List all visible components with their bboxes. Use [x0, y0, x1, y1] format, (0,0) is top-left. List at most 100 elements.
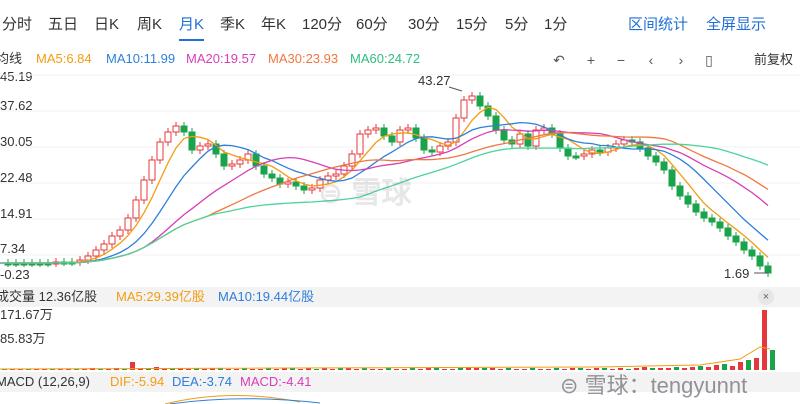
candle-body [476, 95, 484, 107]
tab-weekly-k[interactable]: 周K [137, 16, 163, 33]
candle-style-icon[interactable]: ▯ [705, 52, 713, 68]
user-watermark: ⊜ 雪球：tengyunnt [560, 368, 747, 400]
candle-body [420, 137, 428, 151]
candle-body [220, 153, 228, 167]
volume-chart [0, 310, 775, 370]
zoom-out-icon[interactable]: − [616, 52, 626, 68]
candle-body [140, 179, 148, 201]
tab-monthly-k[interactable]: 月K [179, 14, 205, 41]
tab-5min[interactable]: 5分 [505, 16, 529, 33]
candle-body [756, 255, 764, 267]
volume-bar [34, 369, 39, 370]
volume-bar [434, 368, 439, 370]
tab-5day[interactable]: 五日 [48, 16, 79, 33]
volume-bar [106, 369, 111, 370]
candlestick-chart[interactable]: 43.27 1.69 [0, 70, 800, 286]
tab-yearly-k[interactable]: 年K [261, 16, 287, 33]
volume-bar [522, 369, 527, 370]
period-tab-bar: 分时 五日 日K 周K 月K 季K 年K 120分 60分 30分 15分 5分… [0, 0, 800, 44]
tab-intraday[interactable]: 分时 [2, 16, 33, 33]
volume-axis-label: 85.83万 [0, 331, 46, 346]
candle-body [684, 195, 692, 205]
candle-body [668, 169, 676, 187]
candle-body [764, 265, 772, 274]
volume-bar [418, 369, 423, 370]
volume-bar [482, 368, 487, 370]
volume-bar [298, 369, 303, 370]
tab-60min[interactable]: 60分 [356, 16, 388, 33]
volume-bar [402, 369, 407, 370]
volume-bar [378, 369, 383, 370]
volume-bar [266, 368, 271, 370]
tab-15min[interactable]: 15分 [456, 16, 488, 33]
volume-bar [18, 369, 23, 370]
close-volume-icon[interactable]: × [758, 289, 774, 305]
ma30-value: MA30:23.93 [268, 51, 339, 66]
volume-bar [538, 369, 543, 370]
candle-body [700, 211, 708, 219]
tab-1min[interactable]: 1分 [544, 16, 568, 33]
candle-body [228, 163, 236, 167]
watermark-user-text: 雪球：tengyunnt [584, 373, 748, 398]
volume-bar [250, 369, 255, 370]
price-adjust-selector[interactable]: 前复权 [754, 52, 794, 67]
ma20-value: MA20:19.57 [186, 51, 257, 66]
macd-dif: DIF:-5.94 [110, 374, 165, 389]
volume-bar [754, 358, 759, 370]
volume-bar [314, 369, 319, 370]
volume-bar [330, 369, 335, 370]
volume-bar [626, 369, 631, 370]
candle-body [156, 141, 164, 161]
interval-stats-link[interactable]: 区间统计 [628, 16, 689, 33]
volume-bar [594, 368, 599, 370]
low-price-annotation: 1.69 [724, 266, 749, 281]
candle-body [284, 181, 292, 185]
price-axis-label: -0.23 [0, 267, 30, 282]
tab-daily-k[interactable]: 日K [94, 16, 120, 33]
candle-body [404, 127, 412, 131]
volume-bar [82, 369, 87, 370]
volume-axis-label: 171.67万 [0, 307, 53, 322]
candle-body [100, 243, 108, 251]
volume-bar [442, 369, 447, 370]
scroll-right-icon[interactable]: › [678, 52, 684, 68]
candle-body [596, 149, 604, 153]
candle-body [716, 221, 724, 229]
volume-bar [66, 369, 71, 370]
volume-bar [426, 368, 431, 370]
volume-bar [514, 369, 519, 370]
fullscreen-link[interactable]: 全屏显示 [706, 16, 767, 33]
candle-body [652, 155, 660, 163]
volume-bar [658, 368, 663, 370]
tab-quarterly-k[interactable]: 季K [220, 16, 246, 33]
price-axis-label: 37.62 [0, 98, 33, 113]
zoom-in-icon[interactable]: + [586, 52, 596, 68]
candle-body [108, 235, 116, 245]
volume-bar [498, 369, 503, 370]
price-axis-label: 7.34 [0, 241, 26, 256]
volume-bar [282, 368, 287, 370]
volume-bar [194, 368, 199, 370]
candle-body [132, 199, 140, 219]
undo-icon[interactable]: ↶ [553, 52, 565, 68]
candle-body [260, 165, 268, 175]
candle-body [148, 159, 156, 181]
scroll-left-icon[interactable]: ‹ [648, 52, 654, 68]
ma10-line [0, 121, 769, 264]
candle-body [252, 153, 260, 167]
ma-legend-label: 均线 [0, 51, 23, 66]
candle-body [460, 99, 468, 119]
candle-body [572, 155, 580, 159]
volume-bar [242, 368, 247, 370]
candle-body [188, 131, 196, 151]
candle-body [292, 181, 300, 187]
volume-bar [58, 369, 63, 370]
tab-30min[interactable]: 30分 [408, 16, 440, 33]
volume-bar [10, 369, 15, 370]
volume-bar [642, 367, 647, 370]
tab-120min[interactable]: 120分 [302, 16, 343, 33]
volume-ma5: MA5:29.39亿股 [116, 289, 205, 304]
volume-label: 成交量 12.36亿股 [0, 289, 98, 304]
ma5-value: MA5:6.84 [36, 51, 92, 66]
candle-body [740, 241, 748, 251]
